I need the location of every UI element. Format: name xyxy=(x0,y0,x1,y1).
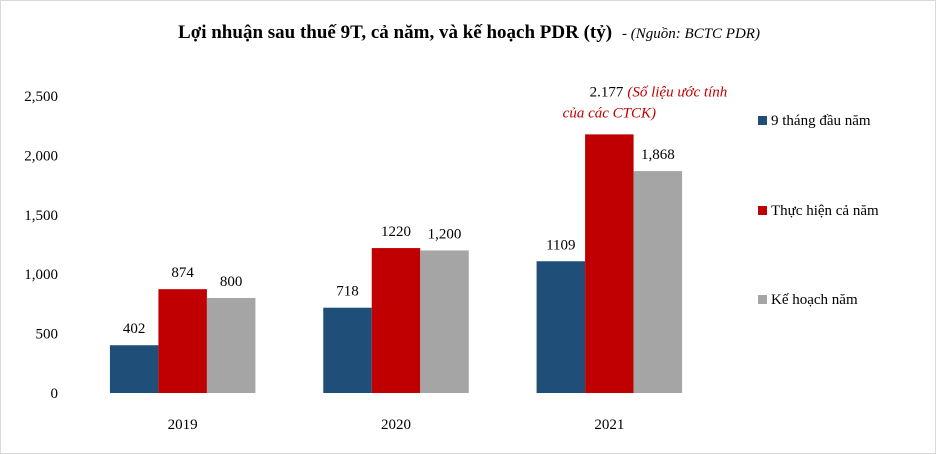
y-tick-label: 500 xyxy=(36,327,59,343)
annotation-line-1: (Số liệu ước tính xyxy=(627,84,727,100)
bar xyxy=(633,171,683,393)
legend-label: Kế hoạch năm xyxy=(771,292,858,308)
annotation-line-2: của các CTCK) xyxy=(563,105,656,121)
bar-data-label: 402 xyxy=(123,321,146,337)
bar xyxy=(420,250,469,393)
y-axis: 0 500 1,000 1,500 2,000 2,500 xyxy=(24,89,58,402)
bar-data-label: 1,868 xyxy=(641,147,675,163)
legend-label: 9 tháng đầu năm xyxy=(771,113,871,129)
x-category-label: 2020 xyxy=(381,417,411,433)
y-tick-label: 1,000 xyxy=(24,267,58,283)
bar-data-label: 718 xyxy=(336,284,359,300)
estimate-annotation: (Số liệu ước tính của các CTCK) xyxy=(563,84,728,121)
bars-group xyxy=(109,134,683,393)
y-tick-label: 1,500 xyxy=(24,208,58,224)
bar xyxy=(206,297,256,393)
bar xyxy=(536,261,586,393)
bar-data-label: 1109 xyxy=(546,237,575,253)
y-tick-label: 0 xyxy=(51,386,59,402)
chart-title: Lợi nhuận sau thuế 9T, cả năm, và kế hoạ… xyxy=(178,22,612,43)
chart-source-note: - (Nguồn: BCTC PDR) xyxy=(622,26,760,42)
x-category-label: 2021 xyxy=(594,417,624,433)
bar xyxy=(371,248,421,393)
bar-data-label: 874 xyxy=(171,265,194,281)
bar xyxy=(323,307,372,393)
y-tick-label: 2,500 xyxy=(24,89,58,105)
svg-text:Lợi nhuận sau thuế 9T, cả năm,: Lợi nhuận sau thuế 9T, cả năm, và kế hoạ… xyxy=(178,22,760,43)
legend-swatch xyxy=(758,295,767,304)
legend: 9 tháng đầu năm Thực hiện cả năm Kế hoạch … xyxy=(758,113,879,308)
bar xyxy=(158,289,207,393)
legend-swatch xyxy=(758,206,767,215)
bar-data-label: 2.177 xyxy=(590,84,624,100)
bar-data-label: 800 xyxy=(220,274,243,290)
legend-swatch xyxy=(758,116,767,125)
bar-data-label: 1220 xyxy=(381,224,411,240)
bar xyxy=(585,134,634,393)
bar-data-label: 1,200 xyxy=(428,226,462,242)
y-tick-label: 2,000 xyxy=(24,148,58,164)
bar xyxy=(109,345,159,393)
data-labels-group: 402 874 800 718 1220 1,200 1109 2.177 1,868 xyxy=(123,84,675,337)
x-axis-labels: 2019 2020 2021 xyxy=(168,417,625,433)
legend-label: Thực hiện cả năm xyxy=(771,203,879,219)
x-category-label: 2019 xyxy=(168,417,198,433)
